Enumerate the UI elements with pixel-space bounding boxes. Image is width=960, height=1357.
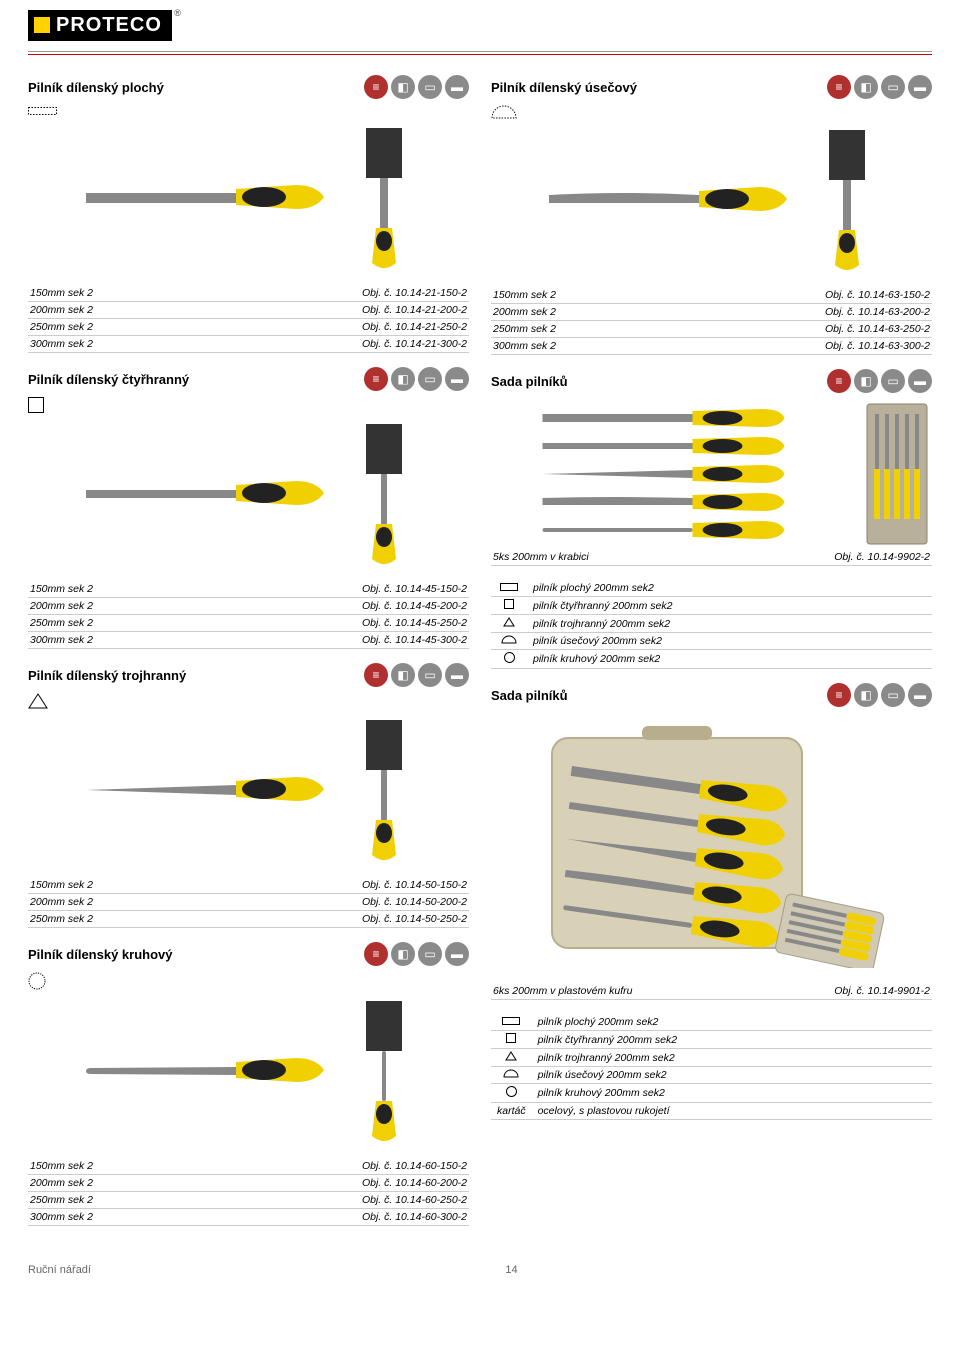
table-row: 300mm sek 2Obj. č. 10.14-45-300-2 — [28, 632, 469, 649]
section-title-flat: Pilník dílenský plochý — [28, 80, 164, 95]
product-image-set5 — [491, 399, 932, 549]
section-title-halfround: Pilník dílenský úsečový — [491, 80, 637, 95]
contents-table-set5: pilník plochý 200mm sek2 pilník čtyřhran… — [491, 580, 932, 669]
table-row: pilník čtyřhranný 200mm sek2 — [491, 597, 932, 615]
contents-table-set6: pilník plochý 200mm sek2 pilník čtyřhran… — [491, 1014, 932, 1120]
shape-icon-rect — [491, 1014, 532, 1031]
product-image-round — [28, 996, 469, 1146]
table-row: 150mm sek 2Obj. č. 10.14-21-150-2 — [28, 285, 469, 302]
table-row: 250mm sek 2Obj. č. 10.14-60-250-2 — [28, 1192, 469, 1209]
table-row: 150mm sek 2Obj. č. 10.14-60-150-2 — [28, 1158, 469, 1175]
table-row: 200mm sek 2Obj. č. 10.14-63-200-2 — [491, 304, 932, 321]
shape-label-text: kartáč — [491, 1103, 532, 1120]
section-title-round: Pilník dílenský kruhový — [28, 947, 173, 962]
spec-table-triangle: 150mm sek 2Obj. č. 10.14-50-150-2 200mm … — [28, 877, 469, 928]
table-row: 300mm sek 2Obj. č. 10.14-63-300-2 — [491, 338, 932, 355]
table-row: 150mm sek 2Obj. č. 10.14-63-150-2 — [491, 287, 932, 304]
table-row: 300mm sek 2Obj. č. 10.14-21-300-2 — [28, 336, 469, 353]
table-row: 200mm sek 2Obj. č. 10.14-21-200-2 — [28, 302, 469, 319]
profile-icon-square — [28, 397, 469, 413]
table-row: 250mm sek 2Obj. č. 10.14-63-250-2 — [491, 321, 932, 338]
table-row: pilník kruhový 200mm sek2 — [491, 1084, 932, 1103]
product-image-flat — [28, 123, 469, 273]
spec-table-set6-head: 6ks 200mm v plastovém kufruObj. č. 10.14… — [491, 983, 932, 1000]
brand-text: PROTECO — [56, 14, 162, 36]
product-image-square — [28, 419, 469, 569]
product-image-set6 — [491, 713, 932, 973]
shape-icon-square — [491, 1031, 532, 1049]
spec-table-set5-head: 5ks 200mm v krabiciObj. č. 10.14-9902-2 — [491, 549, 932, 566]
badges: ≡◧▭▬ — [364, 75, 469, 99]
profile-icon-round — [28, 972, 469, 990]
shape-icon-halfround — [491, 633, 527, 650]
section-title-set5: Sada pilníků — [491, 374, 568, 389]
footer-category: Ruční nářadí — [28, 1264, 91, 1276]
table-row: 200mm sek 2Obj. č. 10.14-45-200-2 — [28, 598, 469, 615]
table-row: 250mm sek 2Obj. č. 10.14-50-250-2 — [28, 911, 469, 928]
shape-icon-circle — [491, 650, 527, 669]
table-row: 6ks 200mm v plastovém kufruObj. č. 10.14… — [491, 983, 932, 1000]
table-row: 5ks 200mm v krabiciObj. č. 10.14-9902-2 — [491, 549, 932, 566]
table-row: pilník plochý 200mm sek2 — [491, 580, 932, 597]
footer-page-number: 14 — [505, 1264, 517, 1276]
table-row: 150mm sek 2Obj. č. 10.14-50-150-2 — [28, 877, 469, 894]
brand-logo: PROTECO® — [28, 10, 172, 41]
table-row: 250mm sek 2Obj. č. 10.14-21-250-2 — [28, 319, 469, 336]
table-row: 200mm sek 2Obj. č. 10.14-50-200-2 — [28, 894, 469, 911]
table-row: pilník úsečový 200mm sek2 — [491, 633, 932, 650]
table-row: pilník čtyřhranný 200mm sek2 — [491, 1031, 932, 1049]
product-image-halfround — [491, 125, 932, 275]
shape-icon-halfround — [491, 1067, 532, 1084]
spec-table-flat: 150mm sek 2Obj. č. 10.14-21-150-2 200mm … — [28, 285, 469, 353]
table-row: pilník trojhranný 200mm sek2 — [491, 1049, 932, 1067]
spec-table-round: 150mm sek 2Obj. č. 10.14-60-150-2 200mm … — [28, 1158, 469, 1226]
section-title-set6: Sada pilníků — [491, 688, 568, 703]
table-row: pilník trojhranný 200mm sek2 — [491, 615, 932, 633]
table-row: pilník plochý 200mm sek2 — [491, 1014, 932, 1031]
spec-table-halfround: 150mm sek 2Obj. č. 10.14-63-150-2 200mm … — [491, 287, 932, 355]
product-image-triangle — [28, 715, 469, 865]
spec-table-square: 150mm sek 2Obj. č. 10.14-45-150-2 200mm … — [28, 581, 469, 649]
table-row: kartáčocelový, s plastovou rukojetí — [491, 1103, 932, 1120]
table-row: pilník kruhový 200mm sek2 — [491, 650, 932, 669]
table-row: 250mm sek 2Obj. č. 10.14-45-250-2 — [28, 615, 469, 632]
section-title-square: Pilník dílenský čtyřhranný — [28, 372, 189, 387]
profile-icon-flat — [28, 105, 469, 117]
shape-icon-rect — [491, 580, 527, 597]
shape-icon-triangle — [491, 1049, 532, 1067]
section-title-triangle: Pilník dílenský trojhranný — [28, 668, 186, 683]
shape-icon-square — [491, 597, 527, 615]
table-row: 150mm sek 2Obj. č. 10.14-45-150-2 — [28, 581, 469, 598]
table-row: 200mm sek 2Obj. č. 10.14-60-200-2 — [28, 1175, 469, 1192]
profile-icon-halfround — [491, 105, 932, 119]
shape-icon-triangle — [491, 615, 527, 633]
profile-icon-triangle — [28, 693, 469, 709]
table-row: pilník úsečový 200mm sek2 — [491, 1067, 932, 1084]
shape-icon-circle — [491, 1084, 532, 1103]
table-row: 300mm sek 2Obj. č. 10.14-60-300-2 — [28, 1209, 469, 1226]
